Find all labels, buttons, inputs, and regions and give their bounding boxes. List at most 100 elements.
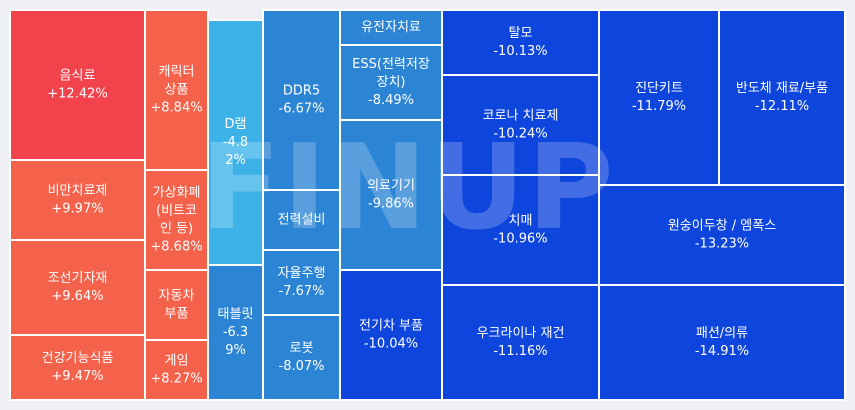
tile-rect[interactable]: [9, 239, 146, 336]
tile-rect[interactable]: [339, 9, 443, 46]
tile-rect[interactable]: [9, 9, 146, 161]
tile-label: 코로나 치료제: [483, 109, 559, 124]
tile-rect[interactable]: [441, 9, 600, 76]
tile-label: 자동차: [159, 289, 195, 304]
tile-label: -4.8: [223, 135, 248, 150]
tile-label: -13.23%: [695, 237, 749, 252]
tile-label: 진단키트: [635, 81, 683, 96]
treemap-tile[interactable]: 로봇 -8.07%: [262, 314, 341, 401]
tile-label: 우크라이나 재건: [477, 326, 565, 341]
tile-label: 인 등): [160, 222, 193, 237]
tile-rect[interactable]: [441, 74, 600, 176]
tile-rect[interactable]: [9, 159, 146, 241]
tile-label: 로봇: [290, 341, 314, 356]
treemap-tile[interactable]: 진단키트 -11.79%: [598, 9, 720, 186]
tile-rect[interactable]: [441, 284, 600, 401]
tile-label: -11.79%: [632, 99, 686, 114]
tile-rect[interactable]: [144, 269, 209, 341]
tile-label: 건강기능식품: [42, 351, 114, 366]
tile-label: -12.11%: [755, 99, 809, 114]
tile-label: -6.3: [223, 325, 248, 340]
tile-label: +8.68%: [150, 240, 202, 255]
tile-rect[interactable]: [262, 314, 341, 401]
treemap-tile[interactable]: 건강기능식품 +9.47%: [9, 334, 146, 401]
tile-label: 음식료: [60, 69, 96, 84]
treemap-tile[interactable]: 의료기기 -9.86%: [339, 119, 443, 271]
treemap-tile[interactable]: 조선기자재 +9.64%: [9, 239, 146, 336]
tile-label: -11.16%: [493, 344, 547, 359]
treemap-tile[interactable]: 우크라이나 재건 -11.16%: [441, 284, 600, 401]
tile-label: -9.86%: [368, 197, 414, 212]
tile-label: -7.67%: [279, 284, 325, 299]
treemap-tile[interactable]: 전력설비: [262, 189, 341, 251]
treemap-tile[interactable]: 전기차 부품 -10.04%: [339, 269, 443, 401]
treemap-tile[interactable]: D램 -4.8 2%: [207, 19, 264, 266]
tile-label: ESS(전력저장: [352, 57, 430, 72]
tile-rect[interactable]: [262, 9, 341, 191]
tile-label: 비만치료제: [48, 184, 108, 199]
tile-label: 반도체 재료/부품: [736, 81, 828, 96]
tile-label: +9.47%: [51, 369, 103, 384]
tile-label: 의료기기: [367, 179, 415, 194]
tile-label: +9.97%: [51, 202, 103, 217]
tile-label: +8.27%: [150, 372, 202, 387]
tile-rect[interactable]: [262, 249, 341, 316]
tile-rect[interactable]: [441, 174, 600, 286]
treemap-tile[interactable]: 치매 -10.96%: [441, 174, 600, 286]
tile-label: 태블릿: [218, 307, 254, 322]
tile-label: -10.13%: [493, 44, 547, 59]
tile-label: -10.96%: [493, 232, 547, 247]
tile-label: (비트코: [156, 204, 197, 219]
tile-label: -10.04%: [364, 337, 418, 352]
treemap-tile[interactable]: 비만치료제 +9.97%: [9, 159, 146, 241]
treemap-tile[interactable]: DDR5 -6.67%: [262, 9, 341, 191]
tile-label: -8.07%: [279, 359, 325, 374]
tile-label: 조선기자재: [48, 271, 108, 286]
tile-label: 치매: [509, 214, 533, 229]
tile-label: 캐릭터: [159, 65, 195, 80]
tile-rect[interactable]: [144, 169, 209, 271]
tile-label: -10.24%: [493, 127, 547, 142]
tile-rect[interactable]: [598, 184, 846, 286]
tile-label: 패션/의류: [696, 326, 748, 341]
treemap-tile[interactable]: 게임 +8.27%: [144, 339, 209, 401]
tile-label: +9.64%: [51, 289, 103, 304]
treemap-tile[interactable]: 반도체 재료/부품 -12.11%: [718, 9, 846, 186]
tile-label: 9%: [225, 343, 246, 358]
tile-rect[interactable]: [718, 9, 846, 186]
treemap-tile[interactable]: 패션/의류 -14.91%: [598, 284, 846, 401]
treemap-tile[interactable]: 원숭이두창 / 엠폭스 -13.23%: [598, 184, 846, 286]
tile-rect[interactable]: [144, 339, 209, 401]
tile-label: +12.42%: [47, 87, 107, 102]
tile-label: -6.67%: [279, 102, 325, 117]
tile-label: 장치): [377, 75, 406, 90]
tile-label: -8.49%: [368, 93, 414, 108]
tile-label: DDR5: [283, 84, 320, 99]
tile-label: 탈모: [509, 26, 533, 41]
treemap-tile[interactable]: 유전자치료: [339, 9, 443, 46]
tile-rect[interactable]: [598, 284, 846, 401]
tile-label: 게임: [165, 354, 189, 369]
tile-label: 전력설비: [278, 213, 326, 228]
tile-label: 가상화폐: [153, 186, 201, 201]
tile-label: 유전자치료: [361, 20, 421, 35]
tile-rect[interactable]: [339, 119, 443, 271]
tile-label: 상품: [165, 83, 189, 98]
tile-rect[interactable]: [598, 9, 720, 186]
treemap-tile[interactable]: 태블릿 -6.3 9%: [207, 264, 264, 401]
treemap-tile[interactable]: 자율주행 -7.67%: [262, 249, 341, 316]
tile-label: 원숭이두창 / 엠폭스: [668, 219, 776, 234]
tile-rect[interactable]: [339, 269, 443, 401]
treemap-tile[interactable]: 음식료 +12.42%: [9, 9, 146, 161]
tile-label: 2%: [225, 153, 246, 168]
treemap-tile[interactable]: 코로나 치료제 -10.24%: [441, 74, 600, 176]
tile-rect[interactable]: [144, 9, 209, 171]
tile-rect[interactable]: [9, 334, 146, 401]
treemap-tile[interactable]: 탈모 -10.13%: [441, 9, 600, 76]
